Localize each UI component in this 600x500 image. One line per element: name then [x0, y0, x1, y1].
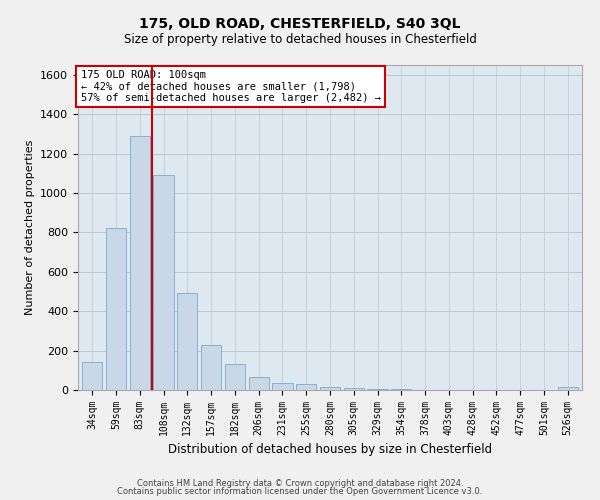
Text: Size of property relative to detached houses in Chesterfield: Size of property relative to detached ho…: [124, 32, 476, 46]
Bar: [201, 344, 221, 390]
Text: 175 OLD ROAD: 100sqm
← 42% of detached houses are smaller (1,798)
57% of semi-de: 175 OLD ROAD: 100sqm ← 42% of detached h…: [80, 70, 380, 103]
Bar: [82, 362, 103, 390]
Bar: [225, 364, 245, 390]
Bar: [296, 384, 316, 390]
Bar: [367, 389, 388, 390]
Text: Contains public sector information licensed under the Open Government Licence v3: Contains public sector information licen…: [118, 487, 482, 496]
Text: 175, OLD ROAD, CHESTERFIELD, S40 3QL: 175, OLD ROAD, CHESTERFIELD, S40 3QL: [139, 18, 461, 32]
X-axis label: Distribution of detached houses by size in Chesterfield: Distribution of detached houses by size …: [168, 444, 492, 456]
Bar: [154, 176, 173, 390]
Bar: [557, 387, 578, 390]
Bar: [130, 136, 150, 390]
Text: Contains HM Land Registry data © Crown copyright and database right 2024.: Contains HM Land Registry data © Crown c…: [137, 478, 463, 488]
Bar: [177, 294, 197, 390]
Bar: [344, 388, 364, 390]
Bar: [248, 377, 269, 390]
Bar: [106, 228, 126, 390]
Y-axis label: Number of detached properties: Number of detached properties: [25, 140, 35, 315]
Bar: [272, 382, 293, 390]
Bar: [320, 387, 340, 390]
